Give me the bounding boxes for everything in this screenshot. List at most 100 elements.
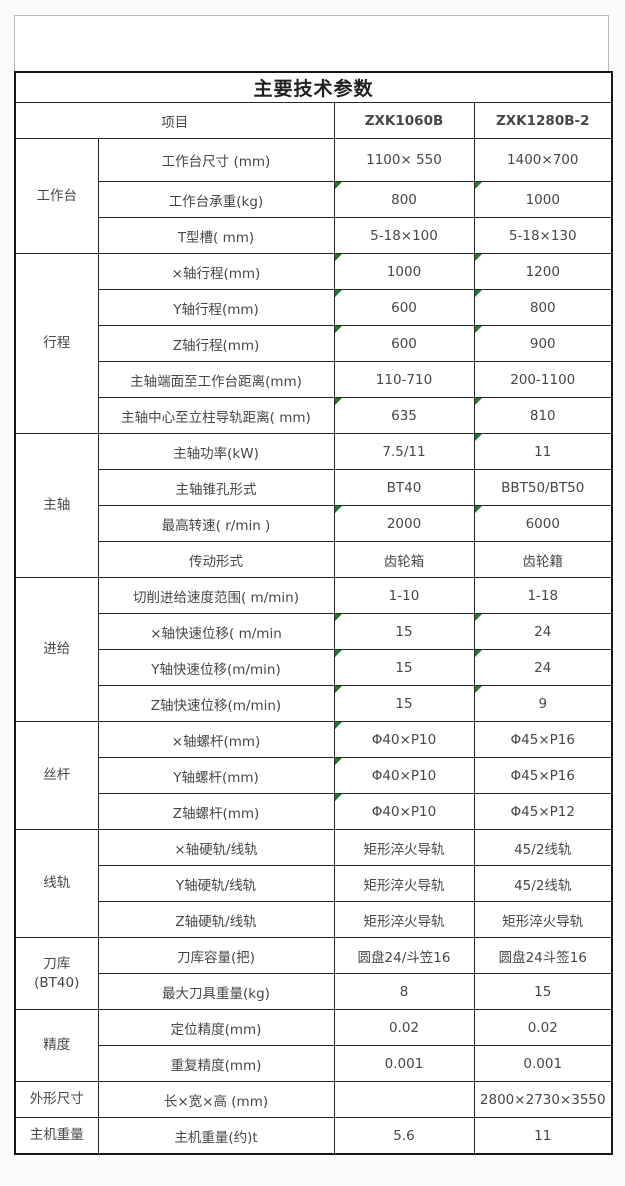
item-cell: T型槽( mm) bbox=[97, 217, 335, 254]
item-cell: Y轴螺杆(mm) bbox=[97, 757, 335, 794]
value-text: Φ45×P12 bbox=[510, 803, 575, 820]
comment-marker-icon bbox=[335, 398, 342, 405]
group-cell-travel: 行程 bbox=[14, 253, 99, 434]
group-cell-weight: 主机重量 bbox=[14, 1117, 99, 1155]
group-cell-guideway: 线轨 bbox=[14, 829, 99, 938]
value-text: 1000 bbox=[525, 191, 560, 208]
value-text: 11 bbox=[534, 1127, 552, 1144]
comment-marker-icon bbox=[335, 686, 342, 693]
value-cell: Φ45×P16 bbox=[473, 757, 613, 794]
value-text: 110-710 bbox=[375, 371, 433, 388]
value-cell bbox=[333, 1081, 475, 1118]
comment-marker-icon bbox=[335, 722, 342, 729]
value-cell: 24 bbox=[473, 613, 613, 650]
value-text: 5.6 bbox=[393, 1127, 415, 1144]
comment-marker-icon bbox=[335, 650, 342, 657]
value-cell: Φ40×P10 bbox=[333, 721, 475, 758]
item-cell: 最高转速( r/min ) bbox=[97, 505, 335, 542]
column-header-model-1: ZXK1060B bbox=[333, 102, 475, 139]
value-text: 15 bbox=[395, 695, 413, 712]
value-cell: 1-10 bbox=[333, 577, 475, 614]
value-text: 45/2线轨 bbox=[514, 841, 572, 858]
item-cell: Y轴行程(mm) bbox=[97, 289, 335, 326]
value-cell: 0.001 bbox=[333, 1045, 475, 1082]
value-text: 15 bbox=[395, 623, 413, 640]
value-text: 635 bbox=[391, 407, 417, 424]
value-cell: 11 bbox=[473, 433, 613, 470]
value-text: 2000 bbox=[386, 515, 422, 532]
item-cell: Y轴硬轨/线轨 bbox=[97, 865, 335, 902]
spec-table: 主要技术参数 项目 ZXK1060B ZXK1280B-2 工作台 工作台尺寸 … bbox=[14, 71, 614, 1155]
value-cell: BBT50/BT50 bbox=[473, 469, 613, 506]
table-row: T型槽( mm) 5-18×100 5-18×130 bbox=[15, 217, 613, 254]
value-text: 1-18 bbox=[527, 587, 559, 604]
value-text: Φ45×P16 bbox=[510, 767, 575, 784]
comment-marker-icon bbox=[475, 398, 482, 405]
value-cell: 圆盘24斗签16 bbox=[473, 937, 613, 974]
table-row: Y轴行程(mm) 600 800 bbox=[15, 289, 613, 326]
comment-marker-icon bbox=[335, 614, 342, 621]
value-text: 800 bbox=[529, 299, 556, 316]
comment-marker-icon bbox=[475, 506, 482, 513]
item-cell: Z轴快速位移(m/min) bbox=[97, 685, 335, 722]
value-cell: 9 bbox=[473, 685, 613, 722]
group-cell-accuracy: 精度 bbox=[14, 1009, 99, 1082]
comment-marker-icon bbox=[335, 290, 342, 297]
value-cell: 6000 bbox=[473, 505, 613, 542]
value-text: 矩形淬火导轨 bbox=[363, 913, 445, 930]
value-cell: 齿轮箱 bbox=[333, 541, 475, 578]
table-row: 进给 切削进给速度范围( m/min) 1-10 1-18 bbox=[14, 577, 613, 722]
value-text: 9 bbox=[538, 695, 548, 712]
value-text: 600 bbox=[391, 299, 417, 316]
table-row: 丝杆 ×轴螺杆(mm) Φ40×P10 Φ45×P16 bbox=[14, 721, 613, 830]
value-text: 8 bbox=[399, 983, 409, 1000]
value-cell: 1100× 550 bbox=[333, 138, 475, 182]
table-row: Y轴硬轨/线轨 矩形淬火导轨 45/2线轨 bbox=[15, 865, 613, 902]
value-cell: 8 bbox=[333, 973, 475, 1010]
value-cell: 45/2线轨 bbox=[473, 829, 613, 866]
value-cell: 15 bbox=[333, 649, 475, 686]
comment-marker-icon bbox=[475, 326, 482, 333]
value-cell: 5-18×100 bbox=[333, 217, 475, 254]
value-text: 24 bbox=[534, 659, 552, 676]
table-row: 传动形式 齿轮箱 齿轮籍 bbox=[15, 541, 613, 578]
item-cell: 主轴中心至立柱导轨距离( mm) bbox=[97, 397, 335, 434]
value-text: 矩形淬火导轨 bbox=[363, 877, 445, 894]
value-cell: 0.02 bbox=[333, 1009, 475, 1046]
blank-panel bbox=[14, 15, 609, 71]
value-cell: 2000 bbox=[333, 505, 475, 542]
column-header-model-2: ZXK1280B-2 bbox=[473, 102, 613, 139]
item-cell: 工作台承重(kg) bbox=[97, 181, 335, 218]
table-row: Y轴螺杆(mm) Φ40×P10 Φ45×P16 bbox=[15, 757, 613, 794]
comment-marker-icon bbox=[335, 254, 342, 261]
value-text: 11 bbox=[534, 443, 552, 460]
value-text: 900 bbox=[529, 335, 556, 352]
value-text: 矩形淬火导轨 bbox=[502, 913, 584, 930]
value-cell: 齿轮籍 bbox=[473, 541, 613, 578]
value-cell: Φ45×P16 bbox=[473, 721, 613, 758]
value-cell: 1000 bbox=[473, 181, 613, 218]
value-cell: Φ40×P10 bbox=[333, 757, 475, 794]
value-cell: 矩形淬火导轨 bbox=[333, 829, 475, 866]
item-cell: ×轴快速位移( m/min bbox=[97, 613, 335, 650]
table-row: 工作台承重(kg) 800 1000 bbox=[15, 181, 613, 218]
value-cell: 2800×2730×3550 bbox=[473, 1081, 613, 1118]
table-row: 工作台 工作台尺寸 (mm) 1100× 550 1400×700 bbox=[14, 138, 613, 254]
group-cell-feed: 进给 bbox=[14, 577, 99, 722]
table-row: 外形尺寸 长×宽×高 (mm) 2800×2730×3550 bbox=[14, 1081, 613, 1118]
table-row: Z轴螺杆(mm) Φ40×P10 Φ45×P12 bbox=[15, 793, 613, 830]
item-cell: Z轴硬轨/线轨 bbox=[97, 901, 335, 938]
table-row: 精度 定位精度(mm) 0.02 0.02 bbox=[14, 1009, 613, 1082]
value-cell: 110-710 bbox=[333, 361, 475, 398]
table-row: ×轴快速位移( m/min 15 24 bbox=[15, 613, 613, 650]
comment-marker-icon bbox=[335, 182, 342, 189]
group-cell-worktable: 工作台 bbox=[14, 138, 99, 254]
value-text: 7.5/11 bbox=[382, 443, 426, 460]
value-cell: 1-18 bbox=[473, 577, 613, 614]
value-cell: 800 bbox=[333, 181, 475, 218]
value-text: BT40 bbox=[386, 479, 422, 496]
value-text: 齿轮箱 bbox=[383, 553, 425, 570]
value-text: 15 bbox=[395, 659, 413, 676]
value-cell: 600 bbox=[333, 325, 475, 362]
value-cell: 1400×700 bbox=[473, 138, 613, 182]
